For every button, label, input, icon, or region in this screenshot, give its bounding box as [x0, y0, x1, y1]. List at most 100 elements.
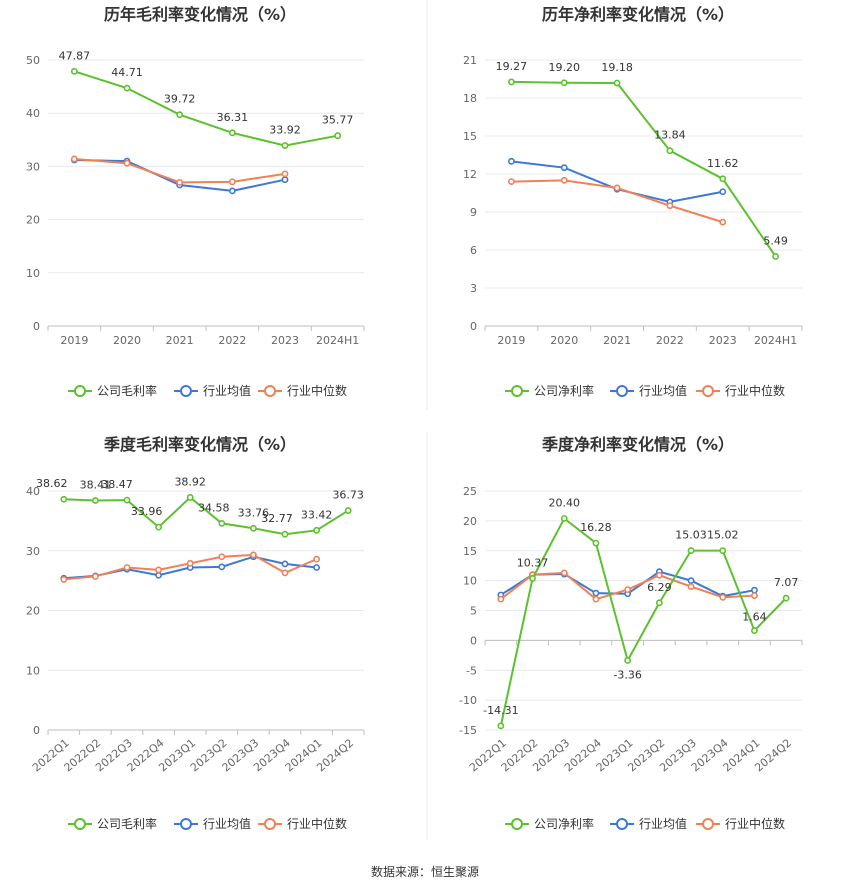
y-tick-label: 10 [463, 575, 477, 588]
data-point-company [186, 494, 194, 501]
legend-label-company: 公司净利率 [534, 383, 594, 398]
data-point-company [281, 142, 289, 149]
x-tick-label: 2021 [603, 334, 631, 347]
data-point-avg [313, 564, 320, 571]
legend-marker-avg [616, 385, 628, 397]
data-point-median [624, 586, 632, 593]
legend-marker-median [264, 385, 276, 397]
legend-label-avg: 行业均值 [639, 816, 687, 831]
x-tick-label: 2020 [550, 334, 578, 347]
data-label: 19.18 [601, 61, 633, 74]
data-point-company [613, 79, 621, 87]
legend-marker-median [264, 818, 276, 830]
data-point-company [782, 594, 790, 602]
data-point-avg [281, 560, 289, 568]
y-tick-label: 21 [463, 54, 477, 67]
legend-label-median: 行业中位数 [287, 383, 347, 398]
legend-marker-company [74, 385, 86, 397]
data-label: 44.71 [111, 66, 143, 79]
x-tick-label: 2024H1 [316, 334, 359, 347]
data-point-company [666, 147, 674, 155]
data-point-median [155, 566, 162, 574]
y-tick-label: -5 [466, 664, 477, 677]
data-label: 38.92 [174, 475, 206, 488]
data-point-avg [719, 188, 727, 196]
legend-label-avg: 行业均值 [203, 383, 251, 398]
data-point-avg [592, 589, 600, 597]
data-point-company [123, 84, 131, 92]
chart-title: 季度净利率变化情况（%） [541, 435, 734, 454]
data-label: 15.02 [707, 529, 739, 542]
legend-marker-avg [180, 385, 192, 397]
data-point-company [344, 507, 352, 514]
data-label: 34.58 [198, 501, 230, 514]
x-tick-label: 2019 [60, 334, 88, 347]
chart-panel-3: 季度毛利率变化情况（%）0102030402022Q12022Q22022Q32… [26, 435, 365, 831]
data-point-median [281, 569, 289, 577]
data-point-company [719, 547, 727, 555]
y-tick-label: -15 [459, 724, 477, 737]
y-tick-label: 0 [33, 320, 40, 333]
data-label: 6.29 [647, 581, 672, 594]
legend-marker-median [702, 818, 714, 830]
data-label: 33.42 [301, 508, 333, 521]
y-tick-label: 30 [26, 545, 40, 558]
data-point-median [186, 559, 194, 567]
data-point-company [60, 495, 68, 503]
chart-title: 季度毛利率变化情况（%） [103, 435, 296, 454]
x-tick-label: 2021 [166, 334, 194, 347]
y-tick-label: 0 [33, 724, 40, 737]
data-point-company [281, 530, 289, 538]
data-label: 5.49 [763, 234, 788, 247]
data-point-avg [751, 586, 758, 594]
data-point-avg [560, 164, 568, 172]
x-tick-label: 2022 [218, 334, 246, 347]
series-line-company [499, 516, 787, 727]
data-label: 39.72 [164, 93, 196, 106]
data-point-company [92, 497, 99, 504]
data-label: -14.31 [483, 704, 518, 717]
x-tick-label: 2019 [497, 334, 525, 347]
legend-label-avg: 行业均值 [639, 383, 687, 398]
data-point-company [592, 539, 600, 547]
legend-label-company: 公司毛利率 [97, 816, 157, 831]
y-tick-label: 40 [26, 107, 40, 120]
data-point-company [687, 547, 695, 554]
data-point-median [508, 178, 515, 185]
data-point-median [613, 184, 621, 192]
data-point-company [624, 657, 632, 664]
data-point-company [334, 132, 342, 140]
y-tick-label: 10 [26, 267, 40, 280]
data-point-median [60, 576, 68, 583]
data-point-median [123, 564, 131, 571]
data-point-company [751, 627, 758, 634]
data-point-median [719, 218, 727, 226]
data-point-median [560, 569, 568, 577]
data-point-company [655, 599, 663, 607]
legend-marker-company [511, 818, 523, 830]
series-line-company [74, 70, 338, 147]
data-point-median [497, 595, 505, 603]
y-tick-label: 12 [463, 168, 477, 181]
data-point-median [592, 595, 600, 603]
series-line-company [511, 80, 777, 258]
data-point-company [123, 496, 131, 504]
data-point-median [655, 571, 663, 579]
data-label: 20.40 [549, 496, 581, 509]
legend-marker-avg [616, 818, 628, 830]
data-point-median [751, 592, 758, 599]
data-label: 33.76 [238, 506, 270, 519]
legend-marker-avg [180, 818, 192, 830]
chart-panel-4: 季度净利率变化情况（%）-15-10-505101520252022Q12022… [459, 435, 803, 831]
y-tick-label: 0 [470, 320, 477, 333]
data-point-company [218, 519, 226, 527]
data-point-median [249, 551, 257, 559]
data-point-company [560, 515, 568, 522]
data-point-median [313, 555, 320, 563]
data-point-avg [218, 563, 226, 571]
data-point-company [176, 111, 184, 119]
series-line-company [63, 496, 349, 536]
data-label: 15.03 [675, 529, 707, 542]
data-point-median [560, 176, 568, 184]
data-label: 36.73 [332, 489, 364, 502]
